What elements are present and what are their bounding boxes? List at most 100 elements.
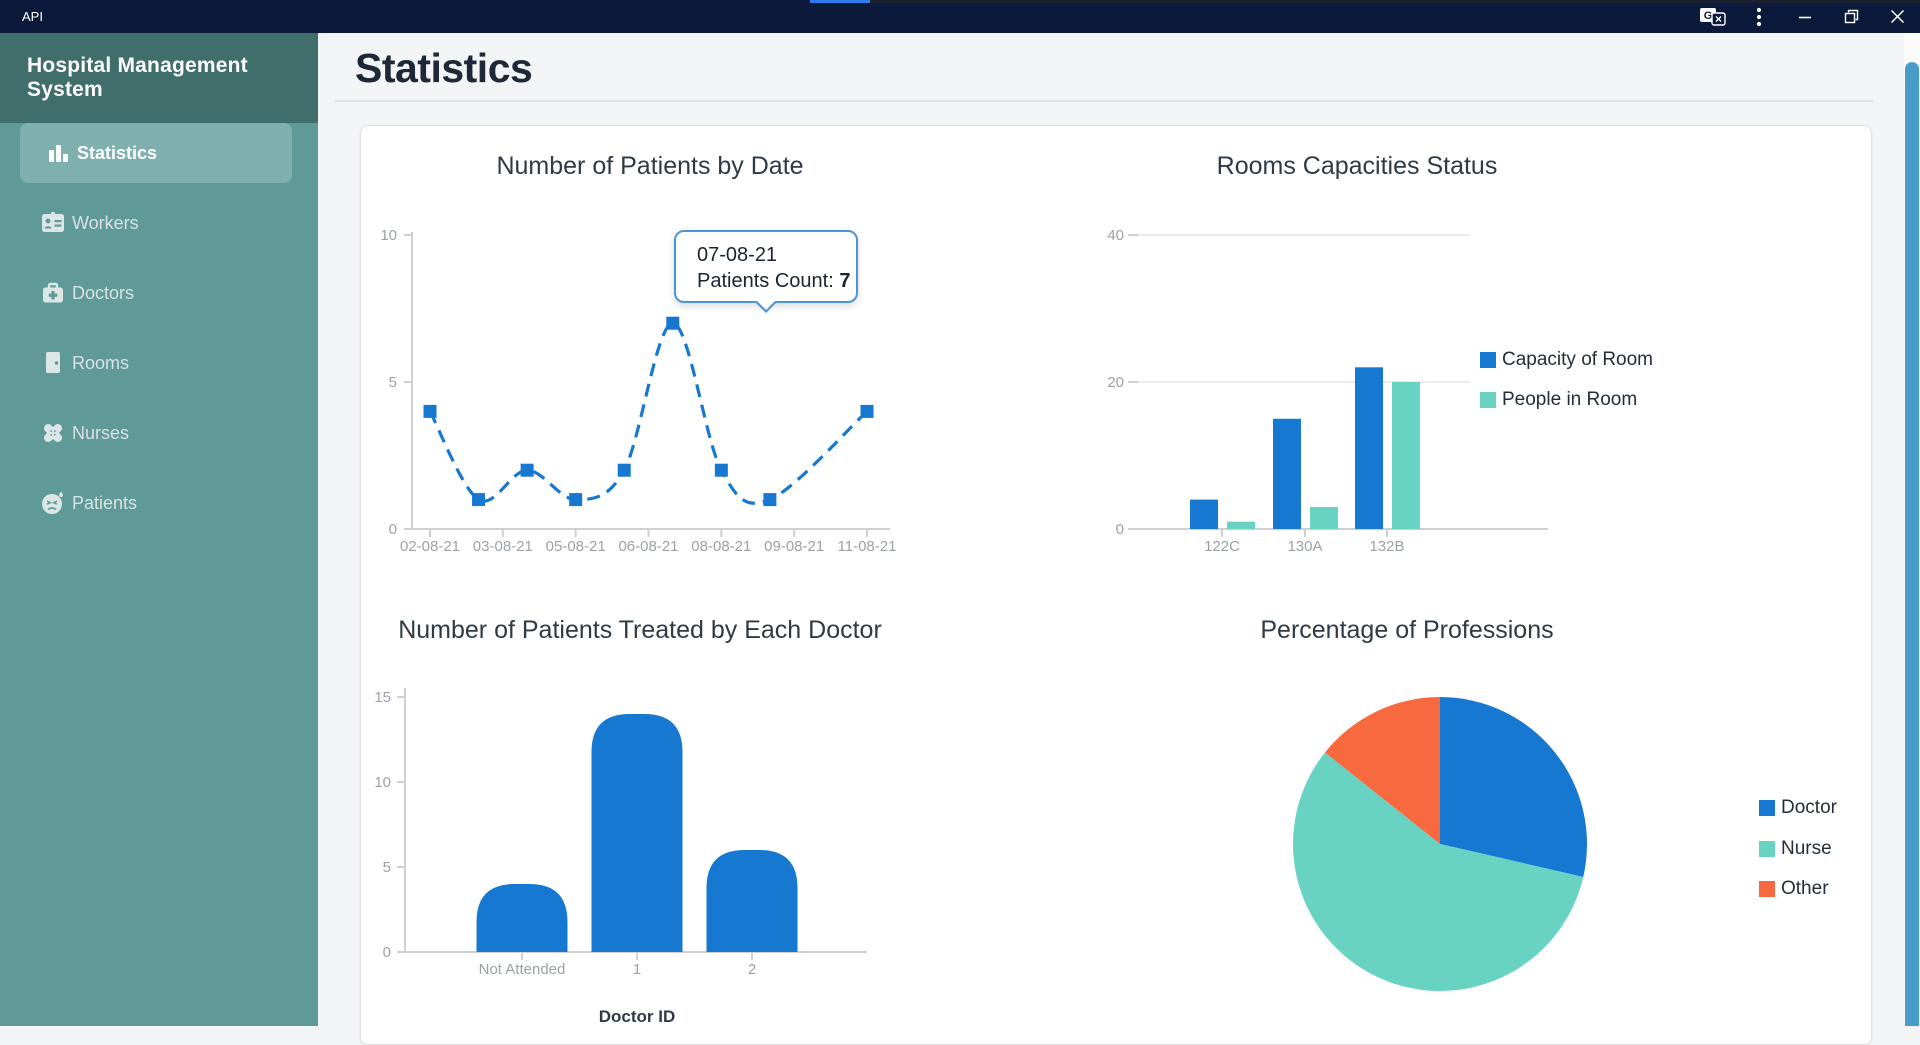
data-point-marker[interactable] [472,493,486,507]
chart-tooltip: 07-08-21 Patients Count: 7 [674,230,858,313]
google-translate-icon[interactable]: G [1690,0,1736,33]
minimize-icon[interactable] [1782,0,1828,33]
legend-swatch [1759,840,1775,857]
axis-label: 122C [1204,538,1240,555]
axis-label: 05-08-21 [546,538,606,555]
medical-bag-icon [40,280,66,306]
legend-label: People in Room [1502,389,1638,410]
tooltip-label: Patients Count: [697,270,840,292]
legend-label: Other [1781,878,1829,899]
id-badge-icon [40,210,66,236]
sidebar-item-label: Workers [72,212,139,233]
sidebar-item-workers[interactable]: Workers [0,206,318,240]
data-point-marker[interactable] [763,493,777,507]
data-point-marker[interactable] [714,463,728,477]
axis-label: 11-08-21 [838,538,897,555]
bar-122C-people[interactable] [1227,521,1255,529]
axis-label: 0 [383,944,391,961]
svg-text:G: G [1704,10,1713,22]
chart-title: Percentage of Professions [1260,616,1553,644]
bar-chart-icon [45,140,71,166]
axis-label: 03-08-21 [473,538,533,555]
legend-swatch [1759,800,1775,816]
sidebar-item-nurses[interactable]: Nurses [0,416,318,450]
bar-chart-rooms-capacities[interactable]: Rooms Capacities Status 0 20 40 122C 130A 132B [1107,152,1548,555]
sidebar-item-label: Doctors [72,282,135,303]
bar-130A-people[interactable] [1310,506,1338,529]
axis-label: 10 [374,774,391,791]
axis-label: 10 [380,227,397,244]
tooltip-value: 7 [839,270,851,292]
sidebar-item-label: Patients [72,492,138,513]
axis-label: 08-08-21 [691,538,751,555]
chart-title: Number of Patients Treated by Each Docto… [398,616,882,644]
axis-label: 0 [389,521,397,538]
bar-132B-people[interactable] [1392,382,1420,529]
sidebar-item-rooms[interactable]: Rooms [0,346,318,380]
legend-item-other: Other [1759,878,1829,900]
legend-label: Capacity of Room [1502,349,1654,370]
axis-label: 06-08-21 [618,538,678,555]
sidebar-item-doctors[interactable]: Doctors [0,276,318,310]
bar-doctor-Not Attended[interactable] [476,884,568,952]
restore-icon[interactable] [1828,0,1874,33]
axis-label: 02-08-21 [400,538,460,555]
close-icon[interactable] [1874,0,1920,33]
sidebar-item-label: Nurses [72,422,130,443]
axis-label: 20 [1107,374,1124,391]
axis-label: 5 [389,374,397,391]
bar-doctor-1[interactable] [591,714,683,952]
chart-title: Number of Patients by Date [496,152,803,180]
legend-item-doctor: Doctor [1759,797,1837,819]
legend-swatch [1480,392,1496,408]
legend-swatch [1759,881,1775,897]
heading-divider [334,100,1874,102]
sidebar-item-patients[interactable]: Patients [0,486,318,520]
axis-label: 5 [383,859,391,876]
bar-chart-patients-per-doctor[interactable]: Number of Patients Treated by Each Docto… [374,616,881,1026]
sidebar-header: Hospital Management System [0,33,318,123]
sick-face-icon [40,490,66,516]
data-point-marker[interactable] [423,404,437,418]
line-chart-patients-by-date[interactable]: Number of Patients by Date 0 5 10 02-08-21 03… [380,152,896,555]
legend-label: Doctor [1781,797,1837,818]
bar-doctor-2[interactable] [706,850,798,952]
titlebar-accent [810,0,870,3]
sidebar-item-label: Statistics [77,142,158,163]
kebab-menu-icon[interactable] [1736,0,1782,33]
axis-label: 15 [374,689,391,706]
app-title: Hospital Management System [27,54,248,101]
titlebar-accent-dark [870,0,1920,3]
bar-122C-capacity[interactable] [1190,499,1218,529]
sidebar-item-statistics[interactable]: Statistics [20,123,292,183]
bar-130A-capacity[interactable] [1273,418,1301,529]
legend-item-people-in-room: People in Room [1480,389,1637,411]
data-point-marker[interactable] [617,463,631,477]
axis-label: 0 [1116,521,1124,538]
door-icon [40,350,66,376]
axis-label: 130A [1287,538,1322,555]
pie-slice-doctor[interactable] [1440,697,1588,877]
app-menu-api[interactable]: API [22,9,43,24]
data-point-marker[interactable] [520,463,534,477]
data-point-marker[interactable] [860,404,874,418]
axis-label: 40 [1107,227,1124,244]
legend-label: Nurse [1781,837,1832,859]
pie-slice-other[interactable] [1324,697,1440,844]
sidebar: Hospital Management System Statistics Wo… [0,33,318,1026]
axis-label: 2 [748,961,756,978]
tooltip-date: 07-08-21 [697,244,778,266]
data-point-marker[interactable] [569,493,583,507]
legend-item-capacity-of-room: Capacity of Room [1480,349,1653,371]
pie-chart-professions[interactable]: Percentage of Professions [1260,616,1588,991]
bar-132B-capacity[interactable] [1355,367,1383,529]
scrollbar-thumb[interactable] [1905,62,1919,1026]
axis-label: Not Attended [479,961,566,978]
x-axis-title: Doctor ID [599,1007,676,1026]
legend-swatch [1480,352,1496,368]
pie-slice-nurse[interactable] [1293,752,1584,991]
data-point-marker[interactable] [666,316,680,330]
chart-title: Rooms Capacities Status [1217,152,1498,180]
sidebar-item-label: Rooms [72,352,130,373]
